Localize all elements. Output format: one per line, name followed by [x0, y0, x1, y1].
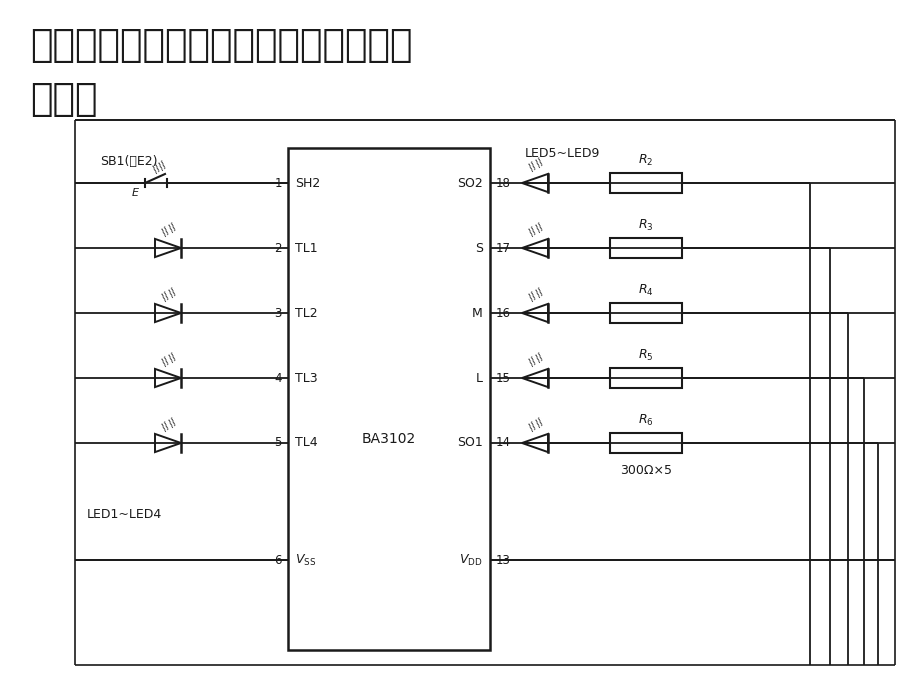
Text: 4: 4 — [274, 371, 282, 384]
Text: 300Ω×5: 300Ω×5 — [619, 464, 671, 477]
Text: //: // — [527, 226, 539, 238]
Text: //: // — [534, 222, 545, 234]
Text: //: // — [160, 226, 172, 238]
Text: //: // — [527, 356, 539, 368]
Text: //: // — [527, 161, 539, 173]
Text: LED5~LED9: LED5~LED9 — [525, 146, 600, 159]
Bar — [609, 368, 681, 388]
Text: 16: 16 — [495, 306, 510, 319]
Bar — [609, 303, 681, 323]
Bar — [609, 433, 681, 453]
Text: 5: 5 — [275, 437, 282, 449]
Polygon shape — [521, 434, 548, 452]
Text: //: // — [167, 417, 178, 429]
Text: $R_4$: $R_4$ — [638, 283, 653, 298]
Bar — [609, 173, 681, 193]
Text: TL4: TL4 — [295, 437, 317, 449]
Text: //: // — [160, 291, 172, 303]
Text: TL2: TL2 — [295, 306, 317, 319]
Text: //: // — [151, 163, 163, 175]
Polygon shape — [521, 174, 548, 192]
Text: SH2: SH2 — [295, 177, 320, 190]
Polygon shape — [521, 304, 548, 322]
Text: $R_2$: $R_2$ — [638, 153, 652, 168]
Text: 18: 18 — [495, 177, 510, 190]
Polygon shape — [154, 434, 181, 452]
Text: $R_3$: $R_3$ — [638, 218, 653, 233]
Text: 13: 13 — [495, 553, 510, 566]
Text: M: M — [471, 306, 482, 319]
Text: 3: 3 — [275, 306, 282, 319]
Text: //: // — [534, 157, 545, 169]
Text: TL3: TL3 — [295, 371, 317, 384]
Text: //: // — [534, 417, 545, 429]
Text: L: L — [475, 371, 482, 384]
Text: 1: 1 — [274, 177, 282, 190]
Text: //: // — [167, 287, 178, 299]
Bar — [288, 148, 490, 650]
Text: 15: 15 — [495, 371, 510, 384]
Text: （三）图形符号要标准，图中应加适当: （三）图形符号要标准，图中应加适当 — [30, 28, 412, 64]
Text: $V_{\rm DD}$: $V_{\rm DD}$ — [459, 553, 482, 568]
Text: TL1: TL1 — [295, 241, 317, 255]
Text: //: // — [167, 222, 178, 234]
Polygon shape — [521, 369, 548, 387]
Text: $V_{\rm SS}$: $V_{\rm SS}$ — [295, 553, 316, 568]
Text: 6: 6 — [274, 553, 282, 566]
Text: 2: 2 — [274, 241, 282, 255]
Text: S: S — [474, 241, 482, 255]
Text: LED1~LED4: LED1~LED4 — [87, 509, 162, 522]
Text: //: // — [527, 291, 539, 303]
Text: //: // — [167, 352, 178, 364]
Text: SO1: SO1 — [457, 437, 482, 449]
Text: SB1(灯E2): SB1(灯E2) — [100, 155, 157, 168]
Text: //: // — [534, 352, 545, 364]
Polygon shape — [154, 304, 181, 322]
Text: //: // — [160, 356, 172, 368]
Text: //: // — [534, 287, 545, 299]
Text: $R_6$: $R_6$ — [638, 413, 653, 428]
Text: $R_5$: $R_5$ — [638, 348, 653, 363]
Polygon shape — [521, 239, 548, 257]
Text: //: // — [157, 160, 168, 172]
Text: //: // — [160, 421, 172, 433]
Polygon shape — [154, 369, 181, 387]
Text: E: E — [131, 188, 139, 198]
Text: 17: 17 — [495, 241, 510, 255]
Polygon shape — [154, 239, 181, 257]
Text: //: // — [527, 421, 539, 433]
Text: 标注。: 标注。 — [30, 82, 97, 118]
Text: SO2: SO2 — [457, 177, 482, 190]
Bar — [609, 238, 681, 258]
Text: 14: 14 — [495, 437, 510, 449]
Text: BA3102: BA3102 — [361, 432, 415, 446]
